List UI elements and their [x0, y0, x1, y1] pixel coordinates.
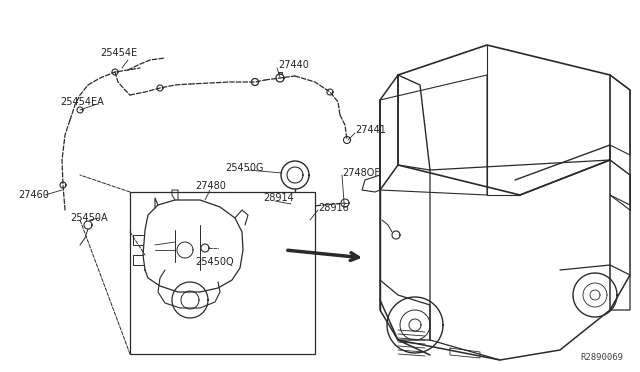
Text: 2748OF: 2748OF [342, 168, 380, 178]
Text: 27440: 27440 [278, 60, 309, 70]
Text: 25454EA: 25454EA [60, 97, 104, 107]
Text: 28916: 28916 [318, 203, 349, 213]
Text: 25450G: 25450G [225, 163, 264, 173]
Text: 27460: 27460 [18, 190, 49, 200]
Bar [130, 192, 315, 354]
Text: 25454E: 25454E [100, 48, 137, 58]
Text: 28914: 28914 [263, 193, 294, 203]
Text: 27441: 27441 [355, 125, 386, 135]
Text: 25450A: 25450A [70, 213, 108, 223]
Text: R2890069: R2890069 [580, 353, 623, 362]
Text: 25450Q: 25450Q [195, 257, 234, 267]
Text: 27480: 27480 [195, 181, 226, 191]
